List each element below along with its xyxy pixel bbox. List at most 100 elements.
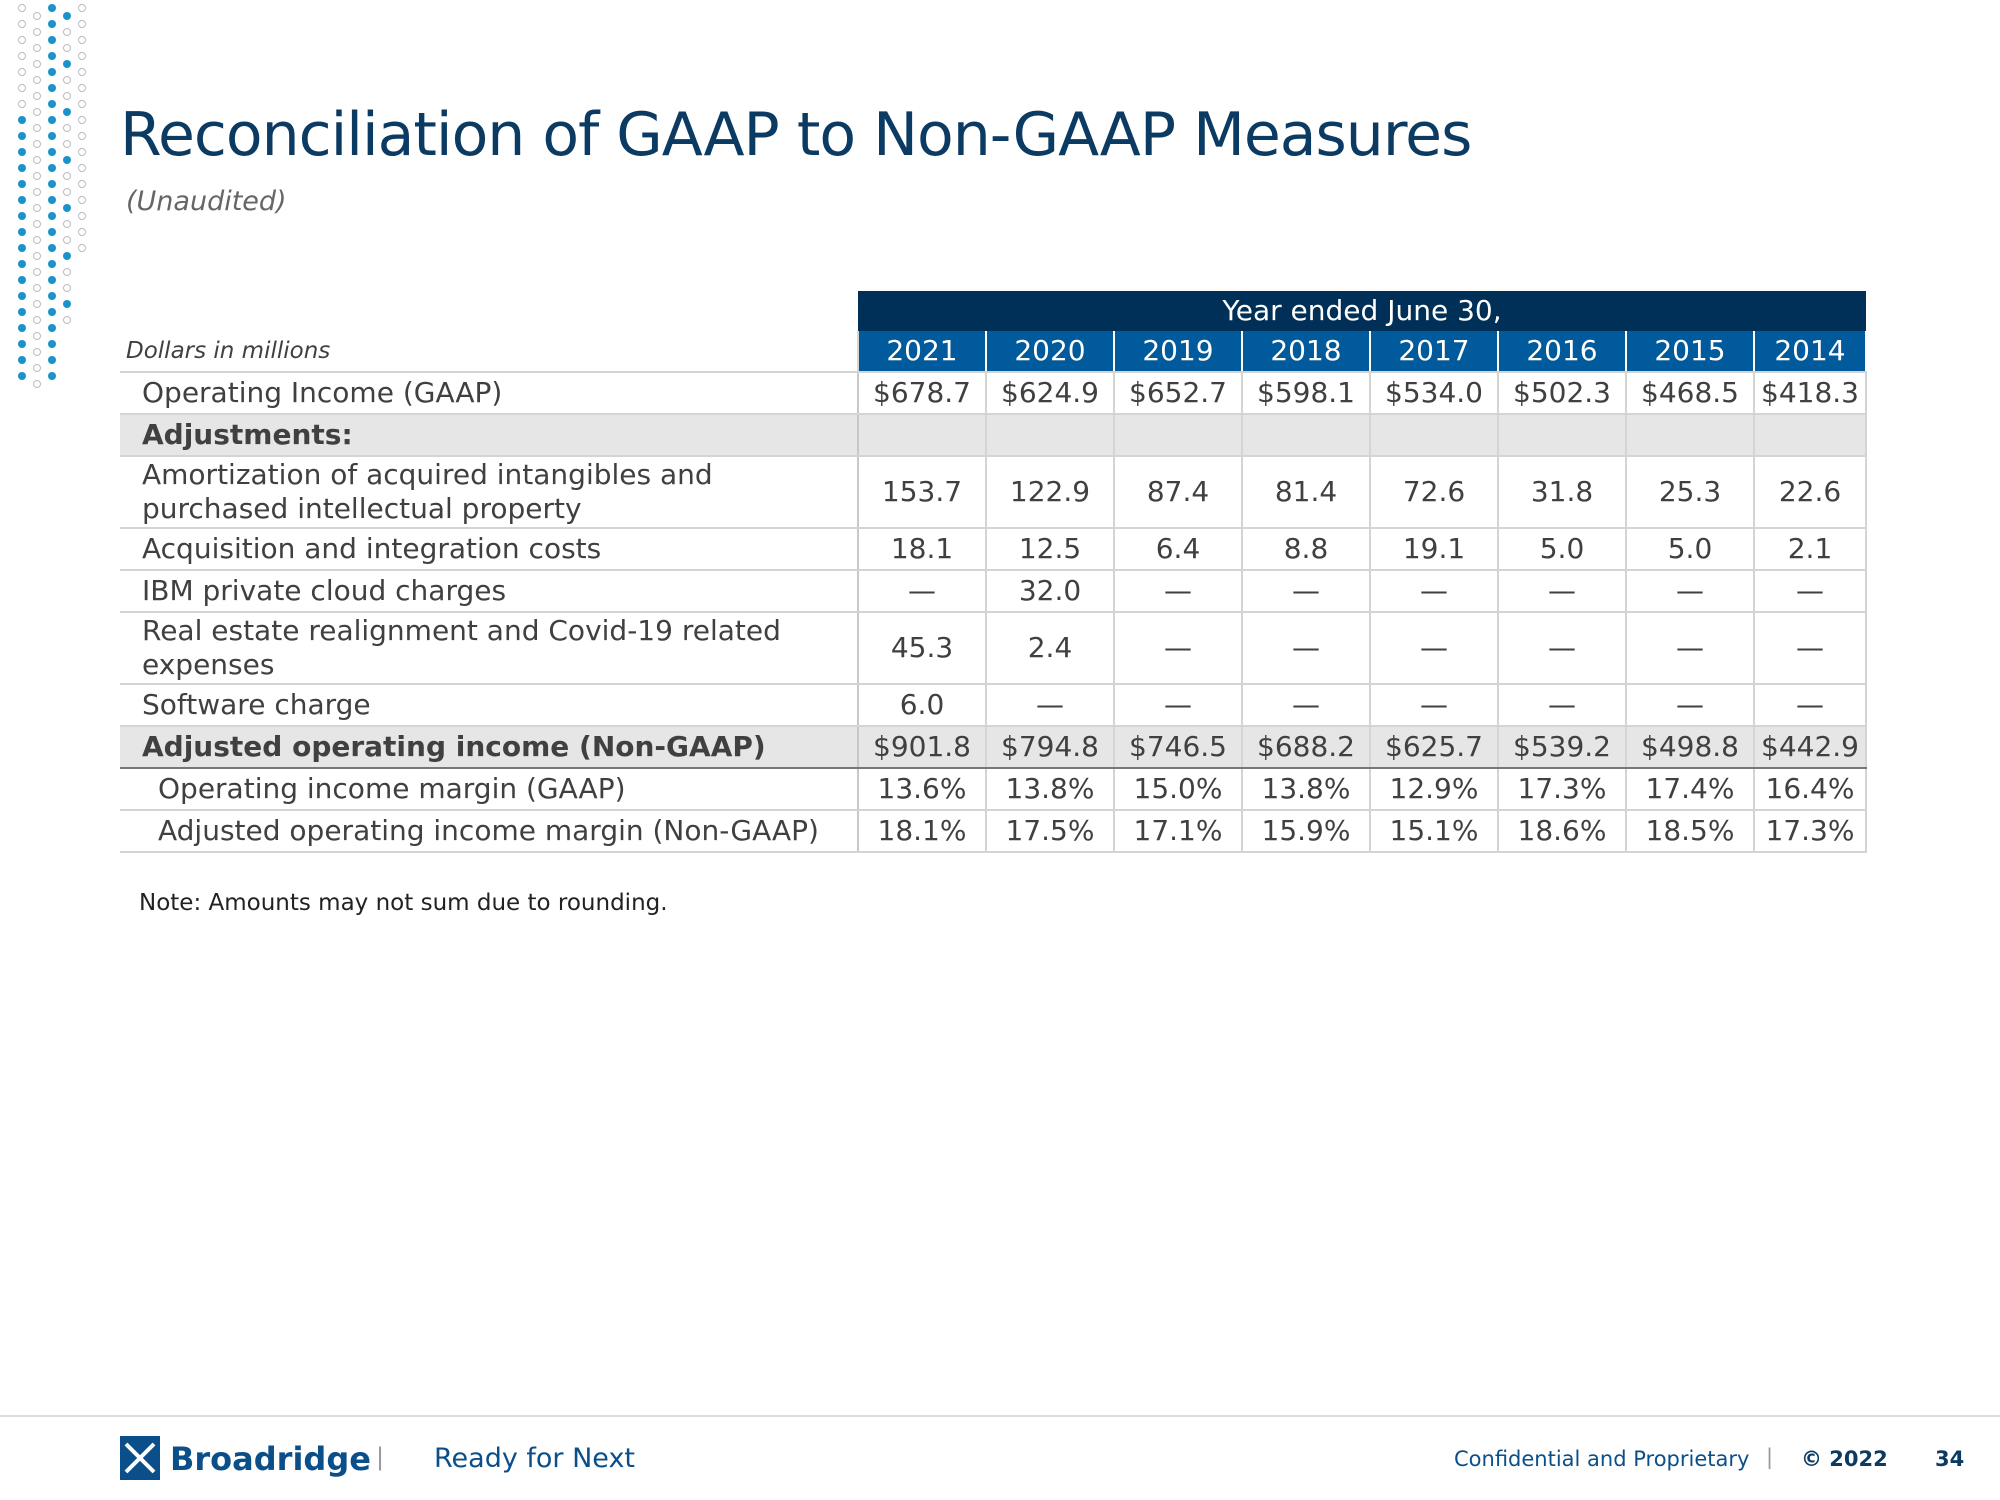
cell (986, 414, 1115, 457)
cell: 32.0 (986, 570, 1115, 613)
dot (33, 220, 41, 228)
row-label: Operating income margin (GAAP) (120, 768, 859, 811)
separator: | (376, 1443, 385, 1471)
dot (48, 4, 56, 12)
cell: $688.2 (1242, 726, 1371, 769)
tagline: Ready for Next (434, 1443, 636, 1474)
dot (33, 12, 41, 20)
table-row: Operating Income (GAAP) $678.7 $624.9 $652.… (120, 372, 1867, 415)
dot (18, 36, 26, 44)
cell: 19.1 (1370, 528, 1499, 571)
cell: $598.1 (1242, 372, 1371, 415)
dot (18, 372, 26, 380)
dot (33, 236, 41, 244)
reconciliation-table: Year ended June 30, Dollars in millions 20… (120, 291, 1867, 853)
cell: — (1626, 684, 1755, 727)
dot (48, 212, 56, 220)
cell: — (1754, 684, 1867, 727)
cell: $652.7 (1114, 372, 1243, 415)
cell: — (1626, 612, 1755, 685)
dot (33, 108, 41, 116)
cell: 31.8 (1498, 456, 1627, 529)
dot (48, 84, 56, 92)
separator: | (1766, 1445, 1774, 1469)
dot (33, 156, 41, 164)
dot (78, 20, 86, 28)
unit-label: Dollars in millions (120, 331, 859, 373)
row-label: Real estate realignment and Covid-19 rel… (120, 612, 859, 685)
cell: — (1114, 612, 1243, 685)
dot (33, 300, 41, 308)
blank (120, 291, 858, 331)
dot (18, 244, 26, 252)
page-number: 34 (1935, 1447, 1965, 1471)
dot (63, 124, 71, 132)
dot (48, 340, 56, 348)
dot (18, 260, 26, 268)
dot (63, 28, 71, 36)
cell: 122.9 (986, 456, 1115, 529)
cell: 16.4% (1754, 768, 1867, 811)
cell: 17.5% (986, 810, 1115, 853)
dot (63, 92, 71, 100)
table-row: Adjusted operating income (Non-GAAP) $901… (120, 726, 1867, 769)
dot (18, 276, 26, 284)
cell: — (986, 684, 1115, 727)
dot (78, 84, 86, 92)
year: 2019 (1114, 331, 1243, 373)
cell: 81.4 (1242, 456, 1371, 529)
cell: — (1242, 570, 1371, 613)
dot (33, 92, 41, 100)
cell: — (1242, 612, 1371, 685)
dot (78, 196, 86, 204)
cell: $498.8 (1626, 726, 1755, 769)
title: Reconciliation of GAAP to Non-GAAP Measu… (120, 100, 1472, 170)
year: 2016 (1498, 331, 1627, 373)
cell: — (1498, 612, 1627, 685)
cell (1626, 414, 1755, 457)
dot (18, 100, 26, 108)
cell: 15.1% (1370, 810, 1499, 853)
cell: — (1242, 684, 1371, 727)
dot (63, 284, 71, 292)
cell: — (1370, 570, 1499, 613)
dot (48, 356, 56, 364)
dot (33, 60, 41, 68)
dot (18, 68, 26, 76)
dot (48, 52, 56, 60)
dot (48, 196, 56, 204)
cell: 2.1 (1754, 528, 1867, 571)
dot (18, 196, 26, 204)
dot (33, 364, 41, 372)
cell: 18.6% (1498, 810, 1627, 853)
cell: $442.9 (1754, 726, 1867, 769)
dot (48, 100, 56, 108)
cell (858, 414, 987, 457)
table-row: Adjustments: (120, 414, 1867, 457)
dot (48, 276, 56, 284)
dot (63, 12, 71, 20)
cell: — (1370, 612, 1499, 685)
row-label: Adjusted operating income (Non-GAAP) (120, 726, 859, 769)
table-row: IBM private cloud charges —32.0— — — — — — (120, 570, 1867, 613)
dot (48, 372, 56, 380)
dot (78, 68, 86, 76)
cell: $624.9 (986, 372, 1115, 415)
dot (18, 308, 26, 316)
dot (18, 148, 26, 156)
dot (63, 316, 71, 324)
dot (48, 36, 56, 44)
dot (18, 132, 26, 140)
dot (33, 76, 41, 84)
dot (33, 380, 41, 388)
confidential: Confidential and Proprietary (1454, 1447, 1750, 1471)
dot (48, 132, 56, 140)
cell: 12.5 (986, 528, 1115, 571)
dot (48, 292, 56, 300)
dot (48, 148, 56, 156)
cell (1242, 414, 1371, 457)
dot (78, 4, 86, 12)
table-row: Acquisition and integration costs 18.1 12.… (120, 528, 1867, 571)
cell: 17.4% (1626, 768, 1755, 811)
dot (33, 268, 41, 276)
